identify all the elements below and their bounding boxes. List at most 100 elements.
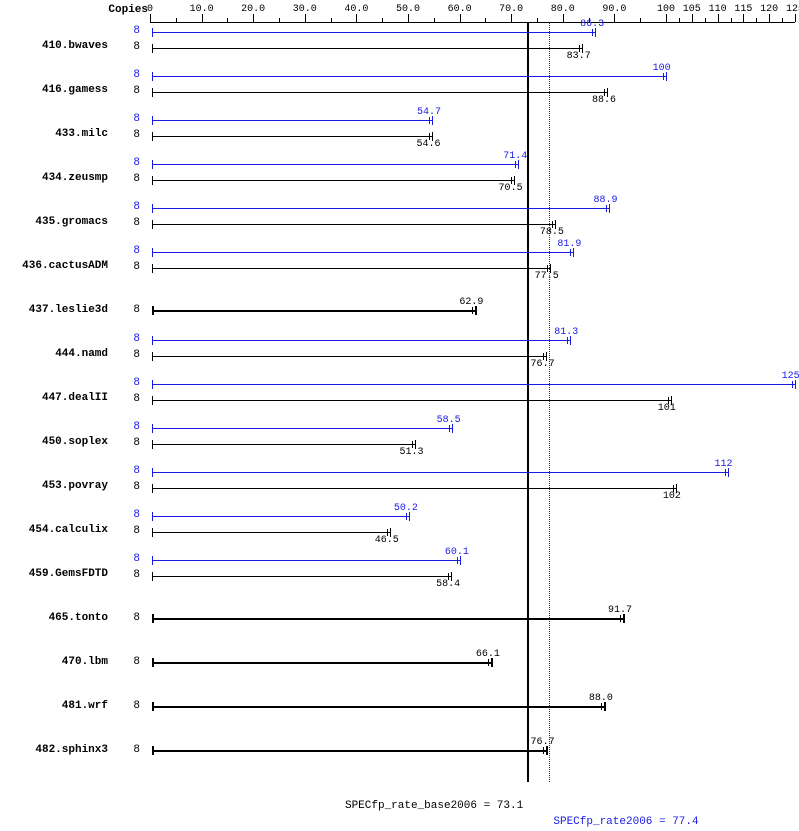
bar-value: 51.3 <box>399 447 423 458</box>
bar-value: 91.7 <box>608 605 632 616</box>
bar-line <box>152 252 573 253</box>
bar-value: 76.7 <box>531 737 555 748</box>
benchmark-label: 437.leslie3d <box>8 304 108 316</box>
copies-label-peak: 8 <box>120 509 140 521</box>
bar-cap-end-inner <box>543 747 544 754</box>
copies-label: 8 <box>120 744 140 756</box>
bar-line <box>152 444 415 445</box>
tick-major <box>718 14 719 22</box>
bar-line <box>152 164 518 165</box>
copies-label-peak: 8 <box>120 245 140 257</box>
bar-cap-start <box>152 702 154 711</box>
tick-minor <box>782 18 783 22</box>
bar-value: 46.5 <box>375 535 399 546</box>
tick-major <box>356 14 357 22</box>
bar-value: 62.9 <box>459 297 483 308</box>
tick-minor <box>705 18 706 22</box>
bar-cap-end-inner <box>449 425 450 432</box>
bar-line <box>152 618 623 620</box>
bar-line <box>152 400 671 401</box>
copies-label-base: 8 <box>120 41 140 53</box>
benchmark-label: 453.povray <box>8 480 108 492</box>
bar-value: 76.7 <box>531 359 555 370</box>
bar-cap-start <box>152 72 153 81</box>
bar-cap-end-inner <box>429 117 430 124</box>
tick-major <box>305 14 306 22</box>
tick-minor <box>537 18 538 22</box>
bar-value: 58.5 <box>437 415 461 426</box>
copies-label-peak: 8 <box>120 201 140 213</box>
benchmark-label: 447.dealII <box>8 392 108 404</box>
tick-major <box>563 14 564 22</box>
bar-value: 83.7 <box>567 51 591 62</box>
bar-cap-start <box>152 306 154 315</box>
copies-label-base: 8 <box>120 393 140 405</box>
bar-line <box>152 180 514 181</box>
copies-label-peak: 8 <box>120 113 140 125</box>
copies-label-base: 8 <box>120 85 140 97</box>
bar-line <box>152 560 460 561</box>
benchmark-label: 454.calculix <box>8 524 108 536</box>
bar-line <box>152 706 604 708</box>
benchmark-label: 435.gromacs <box>8 216 108 228</box>
bar-cap-start <box>152 484 153 493</box>
bar-value: 88.6 <box>592 95 616 106</box>
bar-value: 100 <box>653 63 671 74</box>
bar-cap-start <box>152 116 153 125</box>
bar-cap-end-inner <box>567 337 568 344</box>
bar-cap-start <box>152 204 153 213</box>
copies-label-peak: 8 <box>120 465 140 477</box>
bar-cap-end-inner <box>488 659 489 666</box>
copies-label: 8 <box>120 304 140 316</box>
copies-label-peak: 8 <box>120 25 140 37</box>
reference-label: SPECfp_rate_base2006 = 73.1 <box>345 800 523 812</box>
bar-line <box>152 92 607 93</box>
tick-minor <box>382 18 383 22</box>
tick-major <box>769 14 770 22</box>
bar-value: 125 <box>782 371 799 382</box>
copies-label-base: 8 <box>120 437 140 449</box>
bar-line <box>152 472 728 473</box>
bar-value: 50.2 <box>394 503 418 514</box>
bar-cap-end-inner <box>792 381 793 388</box>
bar-value: 78.5 <box>540 227 564 238</box>
tick-minor <box>176 18 177 22</box>
benchmark-label: 433.milc <box>8 128 108 140</box>
copies-label-peak: 8 <box>120 377 140 389</box>
bar-cap-start <box>152 132 153 141</box>
bar-cap-start <box>152 380 153 389</box>
copies-label: 8 <box>120 656 140 668</box>
bar-line <box>152 576 451 577</box>
bar-line <box>152 340 570 341</box>
bar-value: 54.6 <box>417 139 441 150</box>
tick-minor <box>227 18 228 22</box>
bar-line <box>152 76 666 77</box>
bar-cap-end-inner <box>725 469 726 476</box>
tick-minor <box>485 18 486 22</box>
tick-minor <box>279 18 280 22</box>
bar-value: 101 <box>658 403 676 414</box>
spec-chart: Copies010.020.030.040.050.060.070.080.09… <box>0 0 799 831</box>
benchmark-label: 410.bwaves <box>8 40 108 52</box>
bar-line <box>152 750 546 752</box>
copies-label: 8 <box>120 700 140 712</box>
bar-line <box>152 532 390 533</box>
tick-minor <box>331 18 332 22</box>
bar-line <box>152 428 452 429</box>
benchmark-label: 416.gamess <box>8 84 108 96</box>
bar-line <box>152 356 546 357</box>
bar-value: 88.0 <box>589 693 613 704</box>
tick-major <box>743 14 744 22</box>
bar-cap-start <box>152 396 153 405</box>
tick-major <box>460 14 461 22</box>
copies-label-base: 8 <box>120 261 140 273</box>
tick-major <box>666 14 667 22</box>
bar-cap-start <box>152 528 153 537</box>
bar-value: 77.5 <box>535 271 559 282</box>
tick-minor <box>756 18 757 22</box>
bar-value: 81.3 <box>554 327 578 338</box>
bar-cap-start <box>152 352 153 361</box>
copies-label-peak: 8 <box>120 333 140 345</box>
bar-value: 88.9 <box>594 195 618 206</box>
reference-line <box>549 22 550 782</box>
